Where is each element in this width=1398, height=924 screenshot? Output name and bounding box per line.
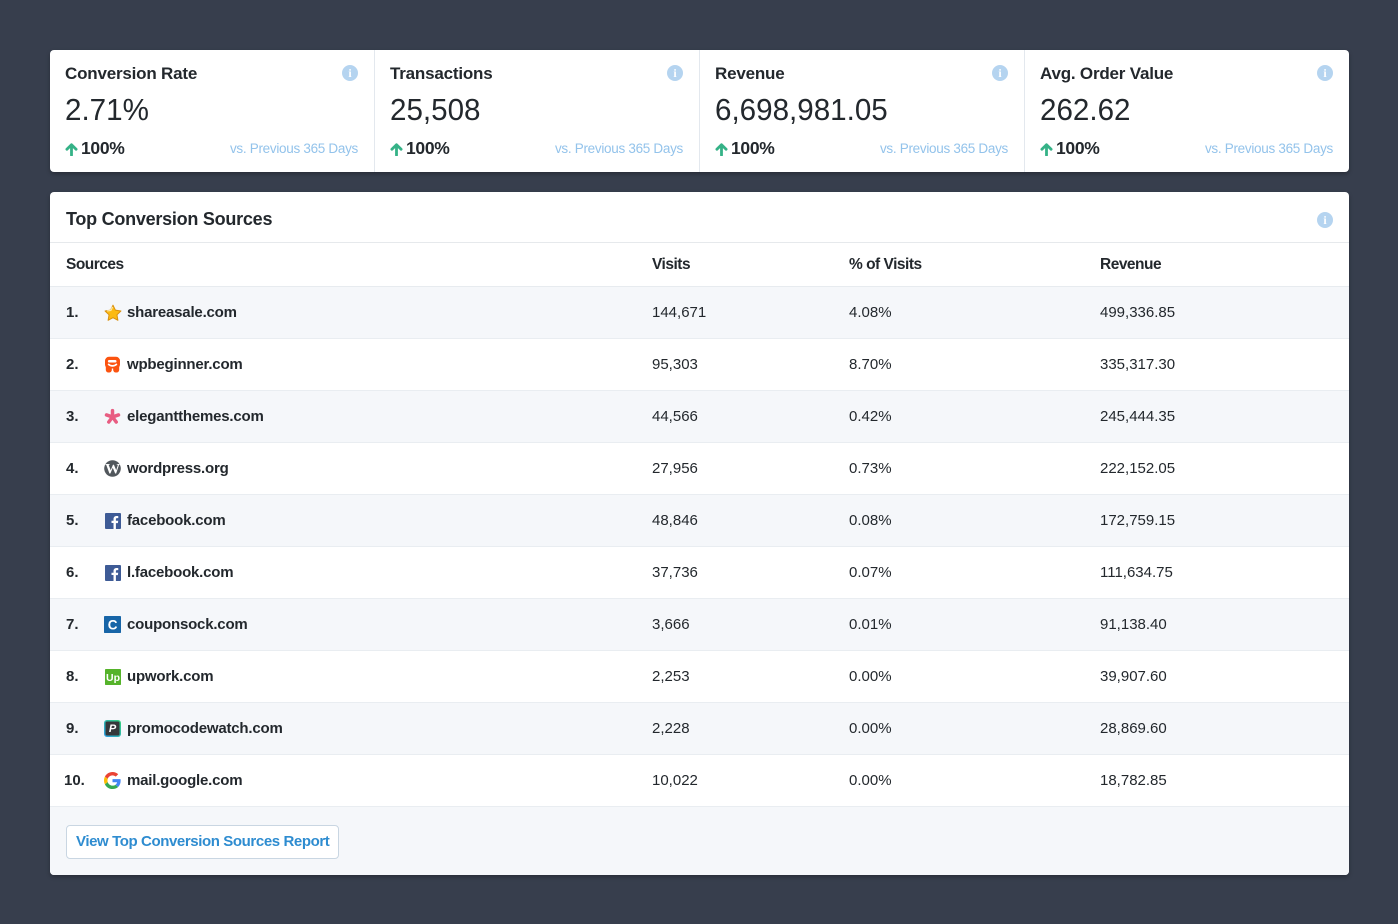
svg-text:Up: Up	[106, 672, 120, 684]
svg-text:W: W	[105, 462, 120, 477]
svg-text:C: C	[108, 617, 118, 632]
svg-text:P: P	[109, 723, 117, 735]
